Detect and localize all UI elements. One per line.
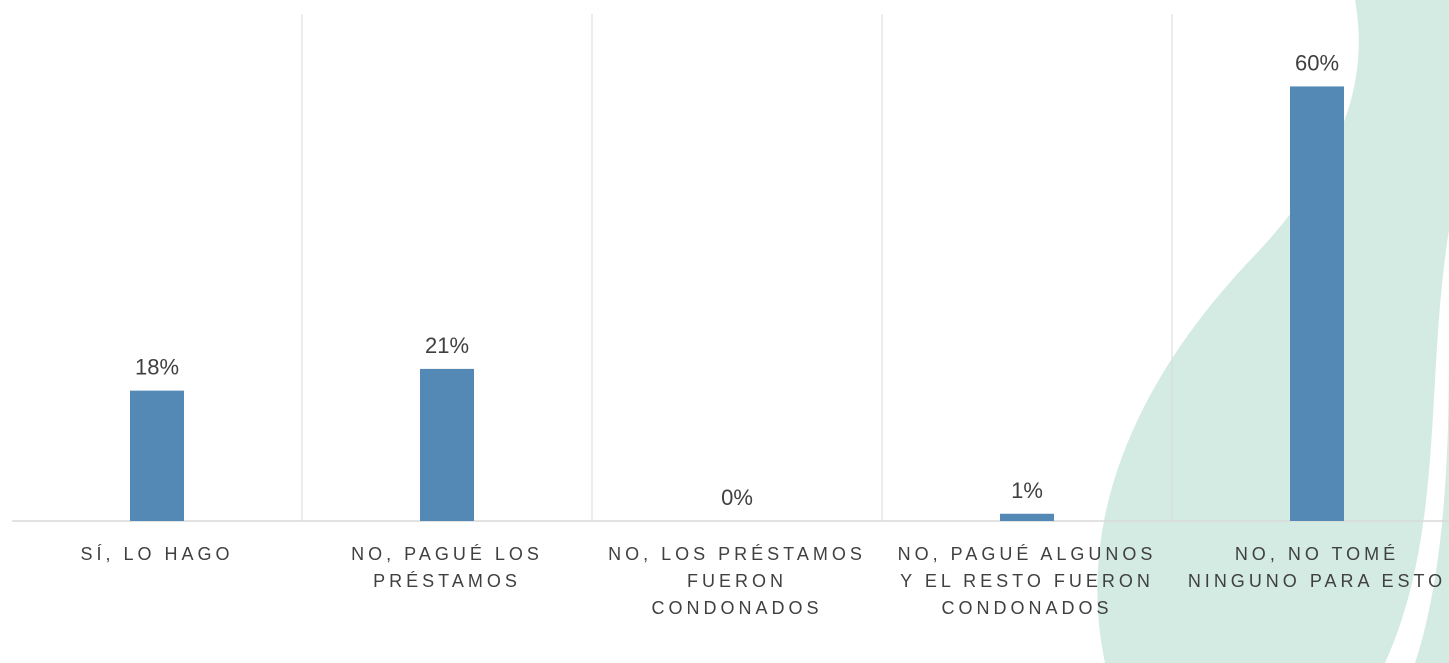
- x-tick-label: SÍ, LO HAGO: [27, 541, 287, 568]
- x-tick-label: NO, PAGUÉ ALGUNOS Y EL RESTO FUERON COND…: [897, 541, 1157, 622]
- data-label: 21%: [425, 333, 469, 358]
- x-tick-label: NO, PAGUÉ LOS PRÉSTAMOS: [317, 541, 577, 595]
- x-tick-label: NO, NO TOMÉ NINGUNO PARA ESTO: [1187, 541, 1447, 595]
- bar: [1000, 514, 1054, 521]
- x-tick-label: NO, LOS PRÉSTAMOS FUERON CONDONADOS: [607, 541, 867, 622]
- chart: 18% 21% 0% 1% 60% SÍ, LO HAGO NO, PAGUÉ LOS P…: [0, 0, 1449, 663]
- bar: [1290, 86, 1344, 521]
- data-label: 18%: [135, 355, 179, 380]
- data-label: 1%: [1011, 478, 1043, 503]
- data-label: 60%: [1295, 50, 1339, 75]
- bar: [420, 369, 474, 521]
- data-label: 0%: [721, 485, 753, 510]
- bar: [130, 391, 184, 521]
